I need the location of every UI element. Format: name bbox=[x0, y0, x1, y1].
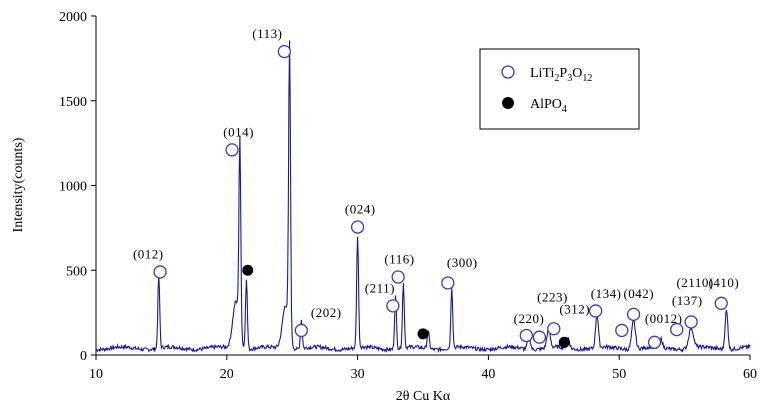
peak-label: (2110) bbox=[676, 275, 713, 290]
peak-marker-open bbox=[589, 304, 603, 318]
peak-marker-open bbox=[350, 220, 365, 234]
y-tick-label: 500 bbox=[66, 264, 87, 279]
x-tick-label: 40 bbox=[481, 367, 495, 382]
peak-label: (223) bbox=[537, 290, 568, 305]
legend-entry-litip: LiTi2P3O12 bbox=[530, 66, 592, 84]
y-tick-label: 1500 bbox=[59, 95, 87, 110]
peak-marker-open bbox=[670, 322, 684, 337]
y-tick-label: 1000 bbox=[59, 180, 87, 195]
peak-label: (116) bbox=[384, 251, 414, 266]
peak-label: (300) bbox=[447, 255, 478, 270]
legend-open-marker bbox=[501, 65, 515, 79]
peak-label: (024) bbox=[345, 201, 376, 216]
peak-marker-open bbox=[647, 335, 662, 349]
peak-label: (134) bbox=[591, 286, 622, 301]
peak-label: (0012) bbox=[645, 311, 683, 326]
peak-label: (012) bbox=[133, 246, 164, 261]
peak-marker-open bbox=[153, 265, 167, 279]
peak-marker-open bbox=[277, 44, 292, 59]
legend-entry-alpo4: AlPO4 bbox=[530, 97, 567, 115]
peak-marker-open bbox=[386, 299, 400, 313]
peak-marker-open bbox=[519, 328, 533, 343]
peak-label: (211) bbox=[365, 280, 395, 295]
legend: LiTi2P3O12 AlPO4 bbox=[479, 48, 640, 130]
x-ticks: 10 20 30 40 50 60 bbox=[89, 355, 757, 382]
peak-marker-open bbox=[225, 143, 239, 157]
peak-label: (113) bbox=[252, 26, 282, 41]
x-tick-label: 20 bbox=[220, 367, 234, 382]
y-axis-title: Intensity(counts) bbox=[11, 137, 26, 232]
diffraction-pattern-line bbox=[95, 40, 751, 354]
peak-marker-open bbox=[294, 323, 309, 338]
peak-annotations: (012) (014) (113) (202) (024) (211) (116) (300)… bbox=[133, 26, 740, 349]
peak-marker-open bbox=[547, 322, 561, 336]
peak-label: (220) bbox=[514, 311, 545, 326]
peak-marker-filled bbox=[558, 336, 570, 348]
peak-marker-open bbox=[441, 276, 455, 290]
peak-label: (042) bbox=[623, 286, 654, 301]
peak-marker-open bbox=[684, 315, 698, 329]
peak-label: (014) bbox=[223, 124, 254, 139]
x-axis-title: 2θ Cu Kα bbox=[396, 389, 451, 404]
y-tick-label: 0 bbox=[80, 349, 87, 364]
y-ticks: 0 500 1000 1500 2000 bbox=[59, 10, 96, 364]
peak-marker-open bbox=[615, 323, 629, 338]
legend-box bbox=[479, 48, 640, 130]
peak-label: (202) bbox=[311, 305, 342, 320]
plot-area: 10 20 30 40 50 60 0 500 1000 1500 2000 (012) (014)… bbox=[59, 10, 757, 382]
peak-marker-open bbox=[532, 330, 547, 344]
peak-marker-filled bbox=[417, 328, 429, 340]
peak-marker-open bbox=[626, 307, 641, 321]
x-tick-label: 60 bbox=[743, 367, 757, 382]
peak-label: (312) bbox=[559, 301, 590, 316]
x-tick-label: 50 bbox=[612, 367, 626, 382]
peak-marker-open bbox=[714, 296, 728, 310]
y-tick-label: 2000 bbox=[59, 10, 87, 25]
peak-marker-open bbox=[391, 270, 405, 284]
peak-label: (410) bbox=[709, 275, 740, 290]
peak-marker-filled bbox=[242, 264, 254, 276]
legend-filled-marker bbox=[502, 97, 514, 109]
x-tick-label: 10 bbox=[89, 367, 103, 382]
x-tick-label: 30 bbox=[351, 367, 365, 382]
peak-label: (137) bbox=[672, 293, 703, 308]
